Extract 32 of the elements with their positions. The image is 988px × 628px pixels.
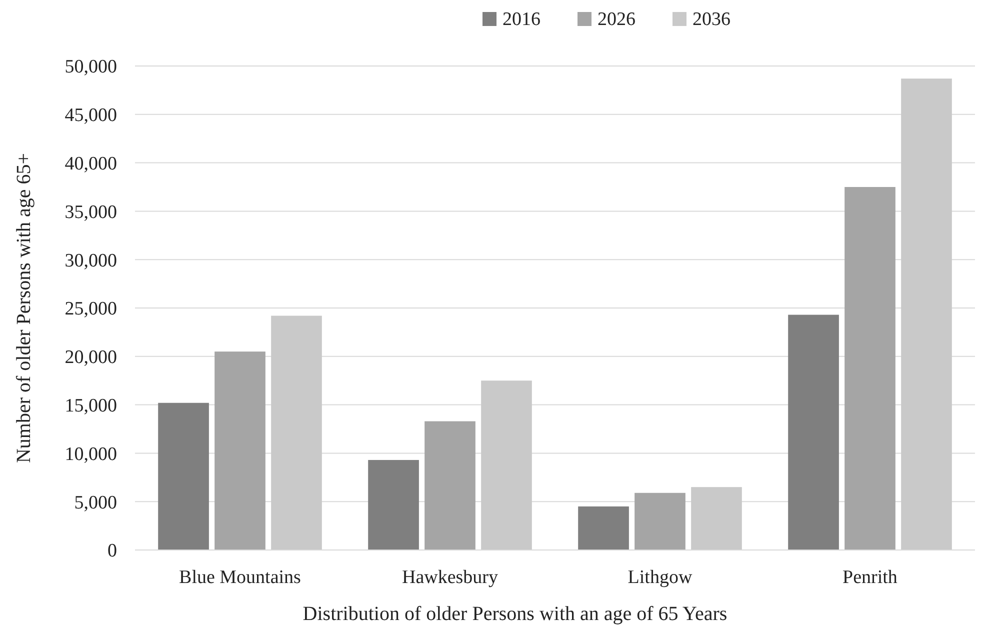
y-tick-label: 15,000 — [64, 395, 117, 416]
x-tick-label: Blue Mountains — [179, 567, 301, 588]
y-axis-title: Number of older Persons with age 65+ — [13, 152, 35, 464]
bar — [271, 316, 322, 550]
legend-label: 2016 — [502, 9, 540, 30]
y-tick-label: 50,000 — [64, 56, 117, 78]
x-axis-title: Distribution of older Persons with an age of 65 Years — [302, 603, 728, 625]
legend-label: 2026 — [598, 9, 636, 30]
bar — [691, 487, 742, 550]
bar — [368, 460, 419, 550]
x-tick-label: Hawkesbury — [402, 567, 499, 588]
x-tick-label: Lithgow — [628, 567, 692, 588]
legend-label: 2036 — [692, 9, 730, 30]
y-tick-label: 0 — [108, 540, 117, 562]
bar — [214, 352, 266, 550]
y-tick-label: 30,000 — [64, 250, 117, 272]
y-tick-label: 25,000 — [64, 298, 117, 320]
y-tick-label: 20,000 — [64, 347, 117, 368]
bar — [901, 78, 952, 550]
y-tick-label: 10,000 — [64, 444, 117, 465]
bar — [481, 380, 532, 550]
bar — [634, 492, 686, 550]
bar — [844, 187, 896, 550]
y-tick-label: 45,000 — [64, 105, 117, 126]
bar — [158, 402, 209, 550]
y-tick-label: 5,000 — [74, 492, 117, 514]
y-tick-label: 40,000 — [64, 153, 117, 174]
bar — [578, 506, 629, 550]
y-tick-label: 35,000 — [64, 202, 117, 223]
bar — [788, 314, 839, 550]
bar — [424, 421, 476, 550]
x-tick-label: Penrith — [842, 567, 898, 588]
